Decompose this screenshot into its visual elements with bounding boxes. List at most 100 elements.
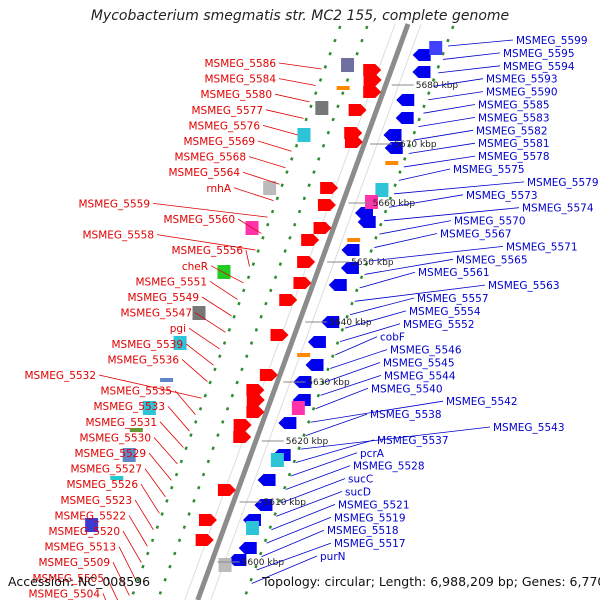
right-gene-label[interactable]: MSMEG_5579 bbox=[527, 177, 599, 189]
left-gene-label[interactable]: MSMEG_5564 bbox=[168, 167, 240, 179]
right-gene-label[interactable]: MSMEG_5521 bbox=[338, 499, 410, 511]
ruler-label: 5600 kbp bbox=[242, 558, 285, 568]
right-gene-label[interactable]: MSMEG_5575 bbox=[453, 164, 525, 176]
left-gene-label[interactable]: MSMEG_5526 bbox=[66, 479, 138, 491]
right-leader-line bbox=[349, 297, 415, 316]
left-gene-label[interactable]: MSMEG_5551 bbox=[135, 276, 207, 288]
right-gene-label[interactable]: purN bbox=[320, 551, 346, 563]
left-gene-label[interactable]: MSMEG_5532 bbox=[24, 370, 96, 382]
left-gene-label[interactable]: cheR bbox=[182, 261, 208, 273]
right-gene-label[interactable]: MSMEG_5540 bbox=[371, 383, 443, 395]
right-gene-label[interactable]: MSMEG_5538 bbox=[370, 409, 442, 421]
right-gene-label[interactable]: MSMEG_5561 bbox=[418, 267, 490, 279]
right-gene-label[interactable]: sucD bbox=[345, 487, 371, 499]
left-leader-line bbox=[185, 343, 214, 366]
right-gene-label[interactable]: MSMEG_5567 bbox=[440, 229, 512, 241]
left-gene-label[interactable]: MSMEG_5505 bbox=[32, 573, 104, 585]
left-gene-label[interactable]: MSMEG_5533 bbox=[93, 401, 165, 413]
left-gene-label[interactable]: MSMEG_5580 bbox=[200, 89, 272, 101]
left-gene-label[interactable]: MSMEG_5529 bbox=[74, 448, 146, 460]
right-gene-label[interactable]: MSMEG_5595 bbox=[503, 48, 575, 60]
right-gene-label[interactable]: MSMEG_5542 bbox=[446, 396, 518, 408]
right-gene-label[interactable]: MSMEG_5537 bbox=[377, 435, 449, 447]
left-leader-line bbox=[188, 327, 220, 350]
left-gene-label[interactable]: MSMEG_5558 bbox=[82, 230, 154, 242]
right-gene-label[interactable]: cobF bbox=[380, 332, 405, 344]
left-gene-label[interactable]: rnhA bbox=[206, 183, 231, 195]
left-gene-label[interactable]: MSMEG_5576 bbox=[188, 120, 260, 132]
left-gene-label[interactable]: MSMEG_5568 bbox=[174, 152, 246, 164]
left-gene-label[interactable]: MSMEG_5569 bbox=[183, 136, 255, 148]
left-gene-label[interactable]: MSMEG_5547 bbox=[120, 308, 192, 320]
left-leader-line bbox=[106, 577, 119, 600]
left-gene-label[interactable]: MSMEG_5513 bbox=[44, 542, 116, 554]
forward-feature bbox=[317, 199, 336, 211]
left-gene-label[interactable]: MSMEG_5530 bbox=[79, 432, 151, 444]
feature-box bbox=[142, 401, 156, 415]
right-gene-label[interactable]: MSMEG_5594 bbox=[503, 61, 575, 73]
right-gene-label[interactable]: MSMEG_5543 bbox=[493, 422, 565, 434]
left-gene-label[interactable]: MSMEG_5523 bbox=[60, 495, 132, 507]
left-gene-label[interactable]: MSMEG_5504 bbox=[28, 588, 100, 600]
feature-bar bbox=[336, 86, 350, 90]
right-leader-line bbox=[393, 181, 525, 195]
forward-feature bbox=[363, 74, 382, 86]
right-gene-label[interactable]: MSMEG_5528 bbox=[353, 461, 425, 473]
right-gene-label[interactable]: MSMEG_5563 bbox=[488, 280, 560, 292]
right-leader-line bbox=[271, 504, 336, 531]
right-gene-label[interactable]: MSMEG_5517 bbox=[334, 538, 406, 550]
right-gene-label[interactable]: MSMEG_5590 bbox=[486, 87, 558, 99]
right-leader-line bbox=[320, 375, 382, 396]
left-gene-label[interactable]: MSMEG_5536 bbox=[107, 354, 179, 366]
left-gene-label[interactable]: MSMEG_5556 bbox=[171, 245, 243, 257]
right-leader-line bbox=[339, 323, 401, 342]
left-gene-label[interactable]: MSMEG_5549 bbox=[127, 292, 199, 304]
forward-feature bbox=[233, 419, 252, 431]
right-gene-label[interactable]: MSMEG_5552 bbox=[403, 319, 475, 331]
left-gene-label[interactable]: MSMEG_5535 bbox=[100, 386, 172, 398]
right-gene-label[interactable]: MSMEG_5544 bbox=[384, 370, 456, 382]
left-gene-label[interactable]: MSMEG_5509 bbox=[38, 557, 110, 569]
right-leader-line bbox=[389, 194, 464, 208]
right-gene-label[interactable]: MSMEG_5519 bbox=[334, 512, 406, 524]
right-gene-label[interactable]: MSMEG_5554 bbox=[409, 306, 481, 318]
right-gene-label[interactable]: MSMEG_5546 bbox=[390, 345, 462, 357]
right-gene-label[interactable]: MSMEG_5585 bbox=[478, 100, 550, 112]
left-gene-label[interactable]: MSMEG_5539 bbox=[111, 339, 183, 351]
left-gene-label[interactable]: MSMEG_5531 bbox=[85, 417, 157, 429]
right-gene-label[interactable]: MSMEG_5565 bbox=[456, 254, 528, 266]
left-gene-label[interactable]: MSMEG_5520 bbox=[48, 526, 120, 538]
left-gene-label[interactable]: MSMEG_5522 bbox=[54, 510, 126, 522]
right-leader-line bbox=[423, 104, 476, 114]
right-gene-label[interactable]: MSMEG_5557 bbox=[417, 293, 489, 305]
right-gene-label[interactable]: sucC bbox=[348, 474, 373, 486]
feature-box bbox=[217, 265, 231, 279]
left-gene-label[interactable]: MSMEG_5577 bbox=[191, 105, 263, 117]
right-leader-line bbox=[433, 78, 484, 87]
left-gene-label[interactable]: pgi bbox=[170, 323, 186, 335]
right-gene-label[interactable]: MSMEG_5571 bbox=[506, 241, 578, 253]
right-gene-label[interactable]: MSMEG_5578 bbox=[478, 151, 550, 163]
left-gene-label[interactable]: MSMEG_5559 bbox=[78, 198, 150, 210]
right-gene-label[interactable]: MSMEG_5545 bbox=[383, 358, 455, 370]
right-gene-label[interactable]: MSMEG_5573 bbox=[466, 190, 538, 202]
right-gene-label[interactable]: MSMEG_5570 bbox=[454, 216, 526, 228]
feature-box bbox=[173, 336, 187, 350]
right-gene-label[interactable]: MSMEG_5583 bbox=[478, 112, 550, 124]
left-gene-label[interactable]: MSMEG_5586 bbox=[204, 58, 276, 70]
right-gene-label[interactable]: MSMEG_5518 bbox=[327, 525, 399, 537]
left-gene-label[interactable]: MSMEG_5560 bbox=[163, 214, 235, 226]
right-leader-line bbox=[438, 65, 501, 74]
left-gene-label[interactable]: MSMEG_5527 bbox=[70, 464, 142, 476]
right-gene-label[interactable]: MSMEG_5593 bbox=[486, 74, 558, 86]
left-leader-line bbox=[278, 62, 322, 70]
left-leader-line bbox=[257, 140, 292, 152]
left-gene-label[interactable]: MSMEG_5584 bbox=[204, 74, 276, 86]
ruler-label: 5640 kbp bbox=[329, 318, 372, 328]
right-gene-label[interactable]: MSMEG_5599 bbox=[516, 35, 588, 47]
right-gene-label[interactable]: MSMEG_5581 bbox=[478, 138, 550, 150]
right-gene-label[interactable]: pcrA bbox=[360, 448, 385, 460]
right-gene-label[interactable]: MSMEG_5582 bbox=[476, 125, 548, 137]
right-gene-label[interactable]: MSMEG_5574 bbox=[522, 203, 594, 215]
